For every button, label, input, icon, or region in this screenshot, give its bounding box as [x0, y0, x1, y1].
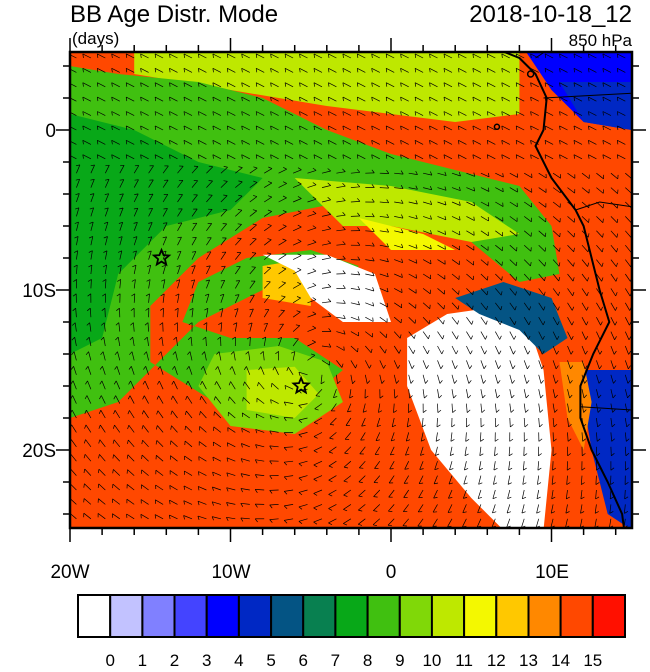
colorbar-label: 15 — [583, 651, 602, 667]
colorbar-label: 14 — [551, 651, 570, 667]
colorbar-box — [593, 595, 625, 637]
colorbar-label: 6 — [298, 651, 307, 667]
wind-barb-flag — [488, 202, 489, 206]
lon-label-10w: 10W — [211, 562, 250, 583]
colorbar-label: 1 — [138, 651, 147, 667]
wind-barb-flag — [459, 291, 460, 295]
colorbar-label: 3 — [202, 651, 211, 667]
colorbar-label: 8 — [363, 651, 372, 667]
lon-label-20w: 20W — [50, 562, 89, 583]
colorbar-label: 7 — [331, 651, 340, 667]
colorbar-box — [239, 595, 271, 637]
wind-barb-flag — [516, 262, 517, 266]
colorbar-box — [529, 595, 561, 637]
wind-barb-flag — [209, 181, 213, 182]
plot-level: 850 hPa — [569, 31, 633, 50]
colorbar-label: 9 — [395, 651, 404, 667]
wind-barb-flag — [431, 260, 432, 264]
colorbar-box — [142, 595, 174, 637]
wind-barb-flag — [252, 253, 256, 254]
colorbar-box — [432, 595, 464, 637]
wind-barb-flag — [603, 219, 604, 223]
colorbar-label: 11 — [455, 651, 473, 667]
wind-barb-flag — [402, 289, 403, 293]
wind-barb-flag — [517, 174, 518, 178]
colorbar — [78, 595, 625, 637]
colorbar-label: 13 — [519, 651, 538, 667]
colorbar-box — [78, 595, 110, 637]
plot-datetime: 2018-10-18_12 — [469, 1, 632, 28]
wind-barb-flag — [560, 233, 561, 237]
colorbar-label: 0 — [105, 651, 114, 667]
colorbar-label: 4 — [234, 651, 243, 667]
wind-barb-flag — [459, 231, 460, 235]
colorbar-label: 10 — [422, 651, 441, 667]
colorbar-box — [561, 595, 593, 637]
colorbar-box — [207, 595, 239, 637]
wind-barb — [206, 323, 207, 332]
colorbar-box — [368, 595, 400, 637]
plot-title: BB Age Distr. Mode — [70, 1, 278, 28]
wind-barb-flag — [344, 347, 345, 351]
lat-label-10s: 10S — [22, 281, 56, 302]
lat-label-0: 0 — [45, 121, 56, 142]
wind-barb — [91, 279, 92, 288]
colorbar-labels: 0 1 2 3 4 5 6 7 8 9 10 11 12 13 14 15 — [105, 651, 602, 667]
wind-barb-flag — [373, 318, 374, 322]
wind-barb-flag — [164, 209, 168, 210]
wind-barb-flag — [120, 165, 124, 166]
colorbar-box — [400, 595, 432, 637]
plot-units: (days) — [72, 29, 119, 48]
wind-barb-flag — [135, 180, 139, 181]
lon-label-0: 0 — [386, 562, 397, 583]
colorbar-label: 5 — [266, 651, 275, 667]
wind-barb-flag — [178, 223, 182, 224]
age-field — [70, 42, 632, 530]
colorbar-box — [464, 595, 496, 637]
colorbar-box — [271, 595, 303, 637]
wind-barb-flag — [589, 219, 590, 223]
colorbar-box — [335, 595, 367, 637]
wind-barb-flag — [374, 497, 378, 498]
wind-barb — [380, 188, 389, 189]
colorbar-label: 12 — [487, 651, 506, 667]
wind-barb-flag — [98, 484, 99, 488]
wind-barb — [437, 418, 438, 427]
lon-label-10e: 10E — [535, 562, 569, 583]
colorbar-box — [175, 595, 207, 637]
wind-barb-flag — [316, 396, 320, 397]
colorbar-box — [496, 595, 528, 637]
colorbar-label: 2 — [170, 651, 179, 667]
colorbar-box — [110, 595, 142, 637]
wind-barb-flag — [142, 455, 143, 459]
wind-barb — [553, 461, 554, 470]
wind-barb — [480, 432, 481, 441]
wind-barb — [284, 418, 293, 419]
wind-barb-flag — [487, 276, 488, 280]
wind-barb-flag — [223, 209, 227, 210]
wind-barb — [510, 418, 511, 427]
wind-barb-flag — [386, 334, 387, 338]
lat-label-20s: 20S — [22, 441, 56, 462]
wind-barb-flag — [149, 194, 153, 195]
wind-barb — [596, 476, 597, 485]
wind-barb-flag — [266, 281, 270, 282]
wind-barb-flag — [388, 525, 392, 526]
colorbar-box — [303, 595, 335, 637]
